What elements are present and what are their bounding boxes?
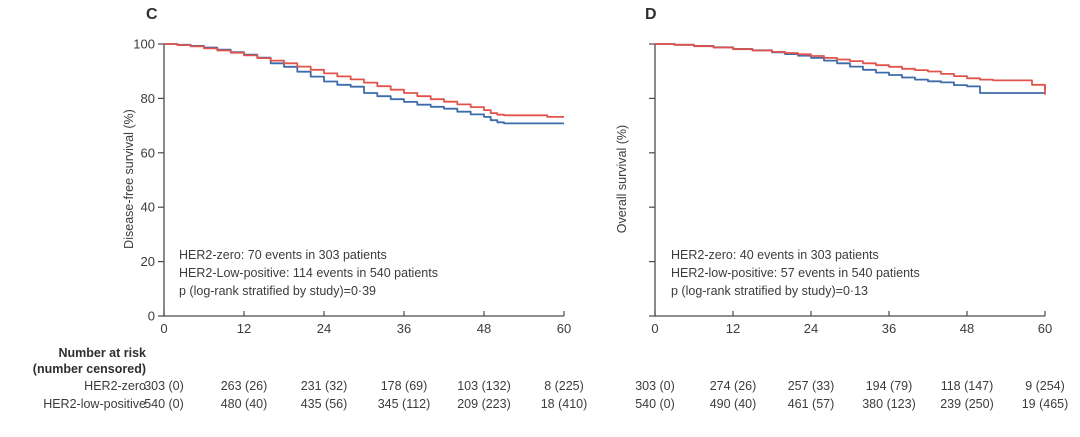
panel-d-annotation: HER2-zero: 40 events in 303 patients HER… [671, 246, 920, 300]
risk-cell: 380 (123) [862, 397, 916, 411]
panel-c-y-tick-label: 20 [141, 254, 155, 269]
risk-cell: 274 (26) [709, 379, 757, 393]
panel-d-annotation-line-1: HER2-zero: 40 events in 303 patients [671, 248, 879, 262]
panel-c-annotation: HER2-zero: 70 events in 303 patients HER… [179, 246, 438, 300]
panel-c-x-tick-label: 36 [397, 321, 411, 336]
risk-cell: 461 (57) [787, 397, 835, 411]
risk-cell: 303 (0) [144, 379, 184, 393]
survival-curve-her2-low-positive-panel-c [164, 43, 564, 118]
risk-cell: 18 (410) [540, 397, 588, 411]
panel-c-annotation-line-1: HER2-zero: 70 events in 303 patients [179, 248, 387, 262]
risk-cell: 540 (0) [635, 397, 675, 411]
risk-cell: 303 (0) [635, 379, 675, 393]
panel-d-annotation-line-3: p (log-rank stratified by study)=0·13 [671, 284, 868, 298]
risk-cell: 490 (40) [709, 397, 757, 411]
risk-cell: 540 (0) [144, 397, 184, 411]
panel-d-axes [654, 44, 1045, 317]
risk-table-header-line-1: Number at risk [58, 346, 146, 360]
panel-c-axes [163, 44, 564, 317]
panel-d-x-tick-label: 36 [882, 321, 896, 336]
panel-c-label: C [146, 6, 158, 23]
panel-d-label: D [645, 6, 657, 23]
panel-c-annotation-line-3: p (log-rank stratified by study)=0·39 [179, 284, 376, 298]
panel-c-x-tick-label: 12 [237, 321, 251, 336]
risk-cell: 435 (56) [300, 397, 348, 411]
panel-c-y-tick-label: 60 [141, 145, 155, 160]
risk-cell: 209 (223) [457, 397, 511, 411]
panel-c-x-tick-label: 48 [477, 321, 491, 336]
panel-c-y-tick-label: 100 [133, 37, 155, 52]
risk-cell: 194 (79) [865, 379, 913, 393]
risk-cell: 178 (69) [380, 379, 428, 393]
panel-c-y-tick-label: 40 [141, 200, 155, 215]
survival-curve-her2-zero-panel-d [655, 43, 1045, 94]
risk-cell: 118 (147) [940, 379, 994, 393]
panel-c-x-tick-label: 60 [557, 321, 571, 336]
panel-c-x-tick-label: 24 [317, 321, 331, 336]
panel-c-x-tick-label: 0 [160, 321, 167, 336]
panel-d-x-tick-label: 60 [1038, 321, 1052, 336]
risk-cell: 239 (250) [940, 397, 994, 411]
survival-curve-her2-low-positive-panel-d [655, 43, 1046, 90]
risk-cell: 257 (33) [787, 379, 835, 393]
risk-cell: 9 (254) [1025, 379, 1065, 393]
risk-cell: 231 (32) [300, 379, 348, 393]
risk-cell: 19 (465) [1021, 397, 1069, 411]
risk-cell: 345 (112) [377, 397, 431, 411]
panel-d-x-tick-label: 12 [726, 321, 740, 336]
risk-table-header-line-2: (number censored) [32, 362, 146, 376]
risk-cell: 103 (132) [457, 379, 511, 393]
risk-row-label-her2-low-positive: HER2-low-positive [43, 397, 146, 411]
survival-curve-her2-zero-panel-c [164, 43, 564, 125]
panel-d-annotation-line-2: HER2-low-positive: 57 events in 540 pati… [671, 266, 920, 280]
risk-cell: 8 (225) [544, 379, 584, 393]
panel-d-x-tick-label: 24 [804, 321, 818, 336]
panel-c-y-tick-label: 0 [148, 309, 155, 324]
panel-d-x-tick-label: 0 [651, 321, 658, 336]
risk-row-label-her2-zero: HER2-zero [84, 379, 146, 393]
panel-c-y-tick-label: 80 [141, 91, 155, 106]
panel-c-annotation-line-2: HER2-Low-positive: 114 events in 540 pat… [179, 266, 438, 280]
panel-d-x-tick-label: 48 [960, 321, 974, 336]
risk-cell: 480 (40) [220, 397, 268, 411]
risk-cell: 263 (26) [220, 379, 268, 393]
